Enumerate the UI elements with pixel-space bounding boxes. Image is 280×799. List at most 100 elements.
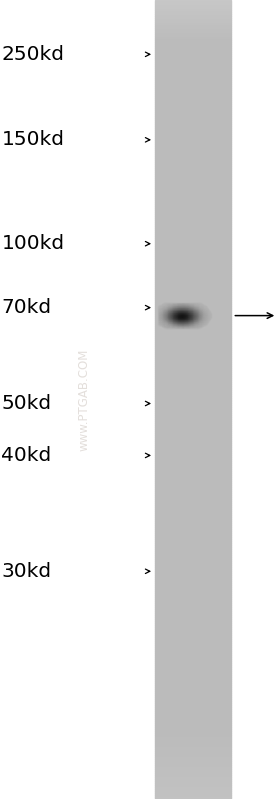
Bar: [155, 639, 231, 641]
Bar: [155, 393, 231, 396]
Bar: [155, 657, 231, 659]
Bar: [155, 795, 231, 797]
Bar: [155, 88, 231, 90]
Bar: [155, 164, 231, 166]
Bar: [155, 707, 231, 710]
Bar: [155, 101, 231, 104]
Bar: [155, 494, 231, 495]
Bar: [155, 793, 231, 795]
Bar: [155, 585, 231, 587]
Bar: [155, 479, 231, 481]
Bar: [155, 619, 231, 622]
Bar: [155, 28, 231, 30]
Bar: [155, 718, 231, 719]
Bar: [155, 225, 231, 228]
Bar: [155, 152, 231, 153]
Bar: [155, 84, 231, 86]
Text: www.PTGAB.COM: www.PTGAB.COM: [78, 348, 90, 451]
Bar: [155, 743, 231, 745]
Bar: [155, 244, 231, 246]
Bar: [155, 599, 231, 601]
Bar: [155, 407, 231, 409]
Bar: [155, 282, 231, 284]
Bar: [155, 36, 231, 38]
Bar: [155, 233, 231, 236]
Bar: [155, 153, 231, 156]
Bar: [155, 601, 231, 603]
Bar: [155, 633, 231, 635]
Bar: [155, 16, 231, 18]
Bar: [155, 405, 231, 407]
Bar: [155, 441, 231, 443]
Bar: [155, 198, 231, 200]
Bar: [155, 32, 231, 34]
Bar: [155, 769, 231, 771]
Bar: [155, 212, 231, 214]
Bar: [155, 158, 231, 160]
Bar: [155, 337, 231, 340]
Bar: [155, 168, 231, 170]
Bar: [155, 665, 231, 667]
Bar: [155, 571, 231, 573]
Bar: [155, 739, 231, 741]
Bar: [155, 523, 231, 526]
Bar: [155, 166, 231, 168]
Bar: [155, 719, 231, 721]
Bar: [155, 443, 231, 446]
Bar: [155, 787, 231, 789]
Bar: [155, 486, 231, 487]
Bar: [155, 312, 231, 314]
Text: 250kd: 250kd: [1, 45, 64, 64]
Bar: [155, 372, 231, 374]
Bar: [155, 591, 231, 593]
Bar: [155, 277, 231, 280]
Bar: [155, 276, 231, 277]
Bar: [155, 342, 231, 344]
Bar: [155, 579, 231, 581]
Bar: [155, 558, 231, 559]
Bar: [155, 695, 231, 697]
Bar: [155, 306, 231, 308]
Bar: [155, 582, 231, 583]
Bar: [155, 68, 231, 70]
Bar: [155, 503, 231, 505]
Bar: [155, 170, 231, 172]
Bar: [155, 710, 231, 711]
Bar: [155, 262, 231, 264]
Bar: [155, 491, 231, 493]
Bar: [155, 555, 231, 557]
Bar: [155, 587, 231, 589]
Bar: [155, 400, 231, 401]
Bar: [155, 651, 231, 653]
Bar: [155, 622, 231, 623]
Bar: [155, 478, 231, 479]
Bar: [155, 324, 231, 326]
Text: 70kd: 70kd: [1, 298, 52, 317]
Bar: [155, 667, 231, 669]
Bar: [155, 30, 231, 32]
Bar: [155, 567, 231, 569]
Bar: [155, 451, 231, 453]
Bar: [155, 48, 231, 50]
Bar: [155, 392, 231, 393]
Bar: [155, 336, 231, 337]
Bar: [155, 382, 231, 384]
Bar: [155, 454, 231, 455]
Bar: [155, 497, 231, 499]
Bar: [155, 783, 231, 785]
Bar: [155, 745, 231, 747]
Bar: [155, 747, 231, 749]
Bar: [155, 230, 231, 232]
Bar: [155, 74, 231, 76]
Bar: [155, 62, 231, 64]
Bar: [155, 611, 231, 614]
Bar: [155, 10, 231, 12]
Bar: [155, 403, 231, 405]
Bar: [155, 142, 231, 144]
Bar: [155, 553, 231, 555]
Bar: [155, 248, 231, 249]
Bar: [155, 755, 231, 757]
Bar: [155, 112, 231, 114]
Bar: [155, 369, 231, 372]
Bar: [155, 148, 231, 150]
